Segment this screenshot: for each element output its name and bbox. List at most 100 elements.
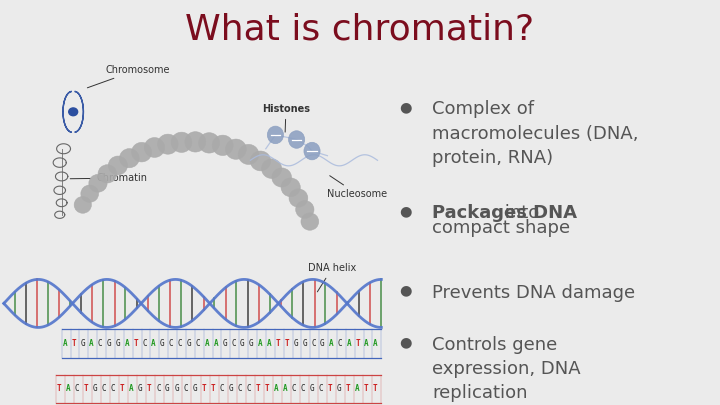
- Text: A: A: [129, 384, 134, 393]
- Ellipse shape: [212, 135, 233, 156]
- Ellipse shape: [281, 178, 300, 197]
- Ellipse shape: [185, 132, 206, 152]
- Text: ●: ●: [399, 204, 412, 218]
- Text: G: G: [320, 339, 325, 348]
- Text: C: C: [75, 384, 79, 393]
- Text: G: G: [222, 339, 227, 348]
- Text: C: C: [238, 384, 242, 393]
- Text: A: A: [373, 339, 378, 348]
- Ellipse shape: [301, 213, 319, 230]
- Text: T: T: [210, 384, 215, 393]
- Ellipse shape: [108, 156, 127, 175]
- Text: C: C: [338, 339, 342, 348]
- Text: C: C: [111, 384, 115, 393]
- Text: G: G: [249, 339, 253, 348]
- Text: G: G: [107, 339, 112, 348]
- Ellipse shape: [289, 189, 308, 207]
- Ellipse shape: [225, 139, 246, 159]
- Text: T: T: [328, 384, 333, 393]
- Text: G: G: [302, 339, 307, 348]
- Text: C: C: [292, 384, 297, 393]
- Polygon shape: [63, 92, 72, 112]
- Ellipse shape: [89, 175, 107, 192]
- Text: T: T: [256, 384, 260, 393]
- Text: Complex of
macromolecules (DNA,
protein, RNA): Complex of macromolecules (DNA, protein,…: [432, 100, 639, 167]
- Text: A: A: [329, 339, 333, 348]
- Text: G: G: [174, 384, 179, 393]
- Ellipse shape: [158, 134, 178, 154]
- Text: A: A: [125, 339, 129, 348]
- Text: A: A: [364, 339, 369, 348]
- Text: A: A: [266, 339, 271, 348]
- Text: T: T: [373, 384, 378, 393]
- Text: G: G: [228, 384, 233, 393]
- Text: T: T: [276, 339, 280, 348]
- Ellipse shape: [68, 108, 78, 116]
- Text: ●: ●: [399, 336, 412, 350]
- Text: T: T: [346, 384, 351, 393]
- Text: T: T: [147, 384, 152, 393]
- Text: A: A: [346, 339, 351, 348]
- Text: T: T: [264, 384, 269, 393]
- Text: C: C: [156, 384, 161, 393]
- Text: A: A: [283, 384, 287, 393]
- Text: G: G: [138, 384, 143, 393]
- Text: A: A: [355, 384, 359, 393]
- Text: C: C: [102, 384, 107, 393]
- Text: A: A: [66, 384, 71, 393]
- Text: ●: ●: [399, 284, 412, 298]
- Ellipse shape: [199, 133, 220, 153]
- Text: DNA helix: DNA helix: [308, 263, 356, 292]
- Ellipse shape: [171, 132, 192, 152]
- Ellipse shape: [261, 159, 282, 179]
- Ellipse shape: [289, 131, 305, 148]
- Text: C: C: [143, 339, 147, 348]
- Text: G: G: [160, 339, 165, 348]
- Text: G: G: [165, 384, 170, 393]
- Text: Packages DNA: Packages DNA: [432, 204, 577, 222]
- Text: G: G: [293, 339, 298, 348]
- Text: ●: ●: [399, 100, 412, 114]
- Text: C: C: [301, 384, 305, 393]
- Text: G: G: [93, 384, 97, 393]
- Ellipse shape: [304, 142, 320, 160]
- Text: G: G: [80, 339, 85, 348]
- Text: G: G: [116, 339, 120, 348]
- Text: T: T: [133, 339, 138, 348]
- Text: T: T: [120, 384, 125, 393]
- Ellipse shape: [251, 151, 271, 171]
- Ellipse shape: [267, 126, 284, 144]
- Text: G: G: [310, 384, 315, 393]
- Text: G: G: [186, 339, 192, 348]
- Ellipse shape: [296, 200, 314, 218]
- Text: into: into: [500, 204, 540, 222]
- Text: G: G: [240, 339, 245, 348]
- Text: T: T: [57, 384, 61, 393]
- Ellipse shape: [132, 143, 152, 162]
- Ellipse shape: [238, 144, 259, 164]
- Polygon shape: [75, 112, 84, 132]
- Text: G: G: [192, 384, 197, 393]
- Text: C: C: [319, 384, 323, 393]
- Text: C: C: [98, 339, 102, 348]
- Text: Chromosome: Chromosome: [87, 64, 171, 88]
- Text: C: C: [183, 384, 188, 393]
- Text: T: T: [84, 384, 89, 393]
- Text: A: A: [213, 339, 218, 348]
- Ellipse shape: [272, 168, 292, 187]
- Ellipse shape: [98, 165, 117, 183]
- Text: C: C: [169, 339, 174, 348]
- Ellipse shape: [74, 196, 91, 213]
- Text: A: A: [204, 339, 209, 348]
- Text: G: G: [337, 384, 341, 393]
- Text: Chromatin: Chromatin: [70, 173, 148, 183]
- Text: A: A: [274, 384, 278, 393]
- Polygon shape: [63, 112, 72, 132]
- Text: C: C: [246, 384, 251, 393]
- Text: A: A: [258, 339, 262, 348]
- Text: T: T: [284, 339, 289, 348]
- Text: C: C: [178, 339, 182, 348]
- Text: T: T: [202, 384, 206, 393]
- Polygon shape: [75, 92, 84, 112]
- Text: C: C: [231, 339, 235, 348]
